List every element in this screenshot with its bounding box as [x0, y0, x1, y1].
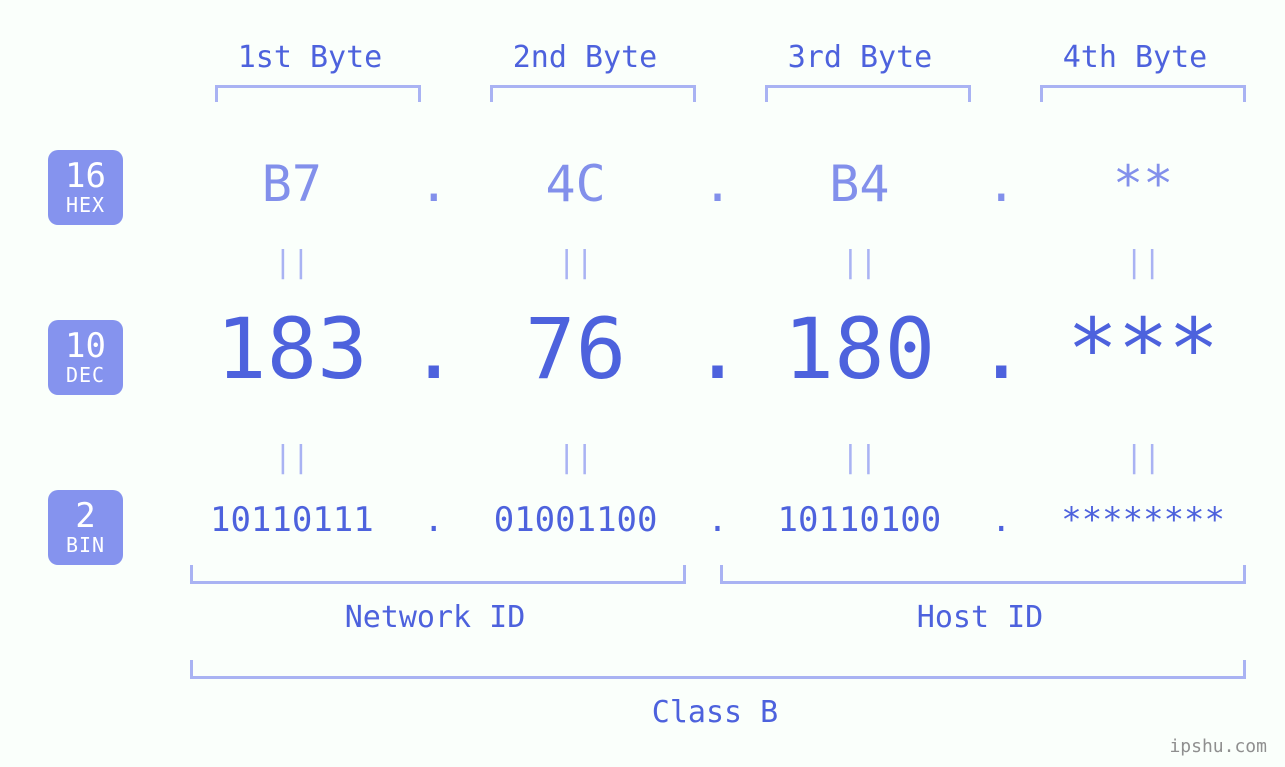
- bracket-host: [720, 565, 1246, 584]
- label-host: Host ID: [720, 600, 1240, 635]
- badge-bin-num: 2: [75, 499, 95, 535]
- equals-glyph: ||: [464, 440, 688, 475]
- badge-hex-num: 16: [65, 159, 106, 195]
- badge-hex-lbl: HEX: [66, 195, 105, 216]
- equals-glyph: ||: [180, 245, 404, 280]
- equals-glyph: ||: [464, 245, 688, 280]
- bracket-byte-2: [490, 85, 696, 102]
- label-class: Class B: [190, 695, 1240, 730]
- equals-row-1: || || || ||: [180, 245, 1255, 280]
- label-network: Network ID: [190, 600, 680, 635]
- bracket-byte-3: [765, 85, 971, 102]
- badge-dec-lbl: DEC: [66, 365, 105, 386]
- bracket-byte-4: [1040, 85, 1246, 102]
- bin-byte-1: 10110111: [180, 500, 404, 540]
- dot: .: [971, 300, 1031, 398]
- row-dec: 183 . 76 . 180 . ***: [180, 300, 1255, 398]
- dec-byte-1: 183: [180, 300, 404, 398]
- equals-glyph: ||: [180, 440, 404, 475]
- equals-glyph: ||: [748, 440, 972, 475]
- dec-byte-4: ***: [1031, 300, 1255, 398]
- byte-header-3: 3rd Byte: [740, 40, 980, 75]
- badge-dec-num: 10: [65, 329, 106, 365]
- dec-byte-3: 180: [748, 300, 972, 398]
- dec-byte-2: 76: [464, 300, 688, 398]
- watermark: ipshu.com: [1169, 736, 1267, 757]
- bracket-network: [190, 565, 686, 584]
- dot: .: [404, 155, 464, 213]
- hex-byte-3: B4: [748, 155, 972, 213]
- dot: .: [688, 500, 748, 540]
- badge-dec: 10 DEC: [48, 320, 123, 395]
- byte-header-4: 4th Byte: [1015, 40, 1255, 75]
- hex-byte-2: 4C: [464, 155, 688, 213]
- dot: .: [404, 500, 464, 540]
- dot: .: [404, 300, 464, 398]
- hex-byte-4: **: [1031, 155, 1255, 213]
- bin-byte-2: 01001100: [464, 500, 688, 540]
- bracket-byte-1: [215, 85, 421, 102]
- bin-byte-4: ********: [1031, 500, 1255, 540]
- badge-hex: 16 HEX: [48, 150, 123, 225]
- dot: .: [971, 500, 1031, 540]
- row-bin: 10110111 . 01001100 . 10110100 . *******…: [180, 500, 1255, 540]
- equals-row-2: || || || ||: [180, 440, 1255, 475]
- dot: .: [688, 155, 748, 213]
- byte-header-1: 1st Byte: [190, 40, 430, 75]
- byte-header-2: 2nd Byte: [465, 40, 705, 75]
- dot: .: [971, 155, 1031, 213]
- equals-glyph: ||: [1031, 245, 1255, 280]
- equals-glyph: ||: [748, 245, 972, 280]
- equals-glyph: ||: [1031, 440, 1255, 475]
- hex-byte-1: B7: [180, 155, 404, 213]
- badge-bin-lbl: BIN: [66, 535, 105, 556]
- bracket-class: [190, 660, 1246, 679]
- badge-bin: 2 BIN: [48, 490, 123, 565]
- dot: .: [688, 300, 748, 398]
- row-hex: B7 . 4C . B4 . **: [180, 155, 1255, 213]
- bin-byte-3: 10110100: [748, 500, 972, 540]
